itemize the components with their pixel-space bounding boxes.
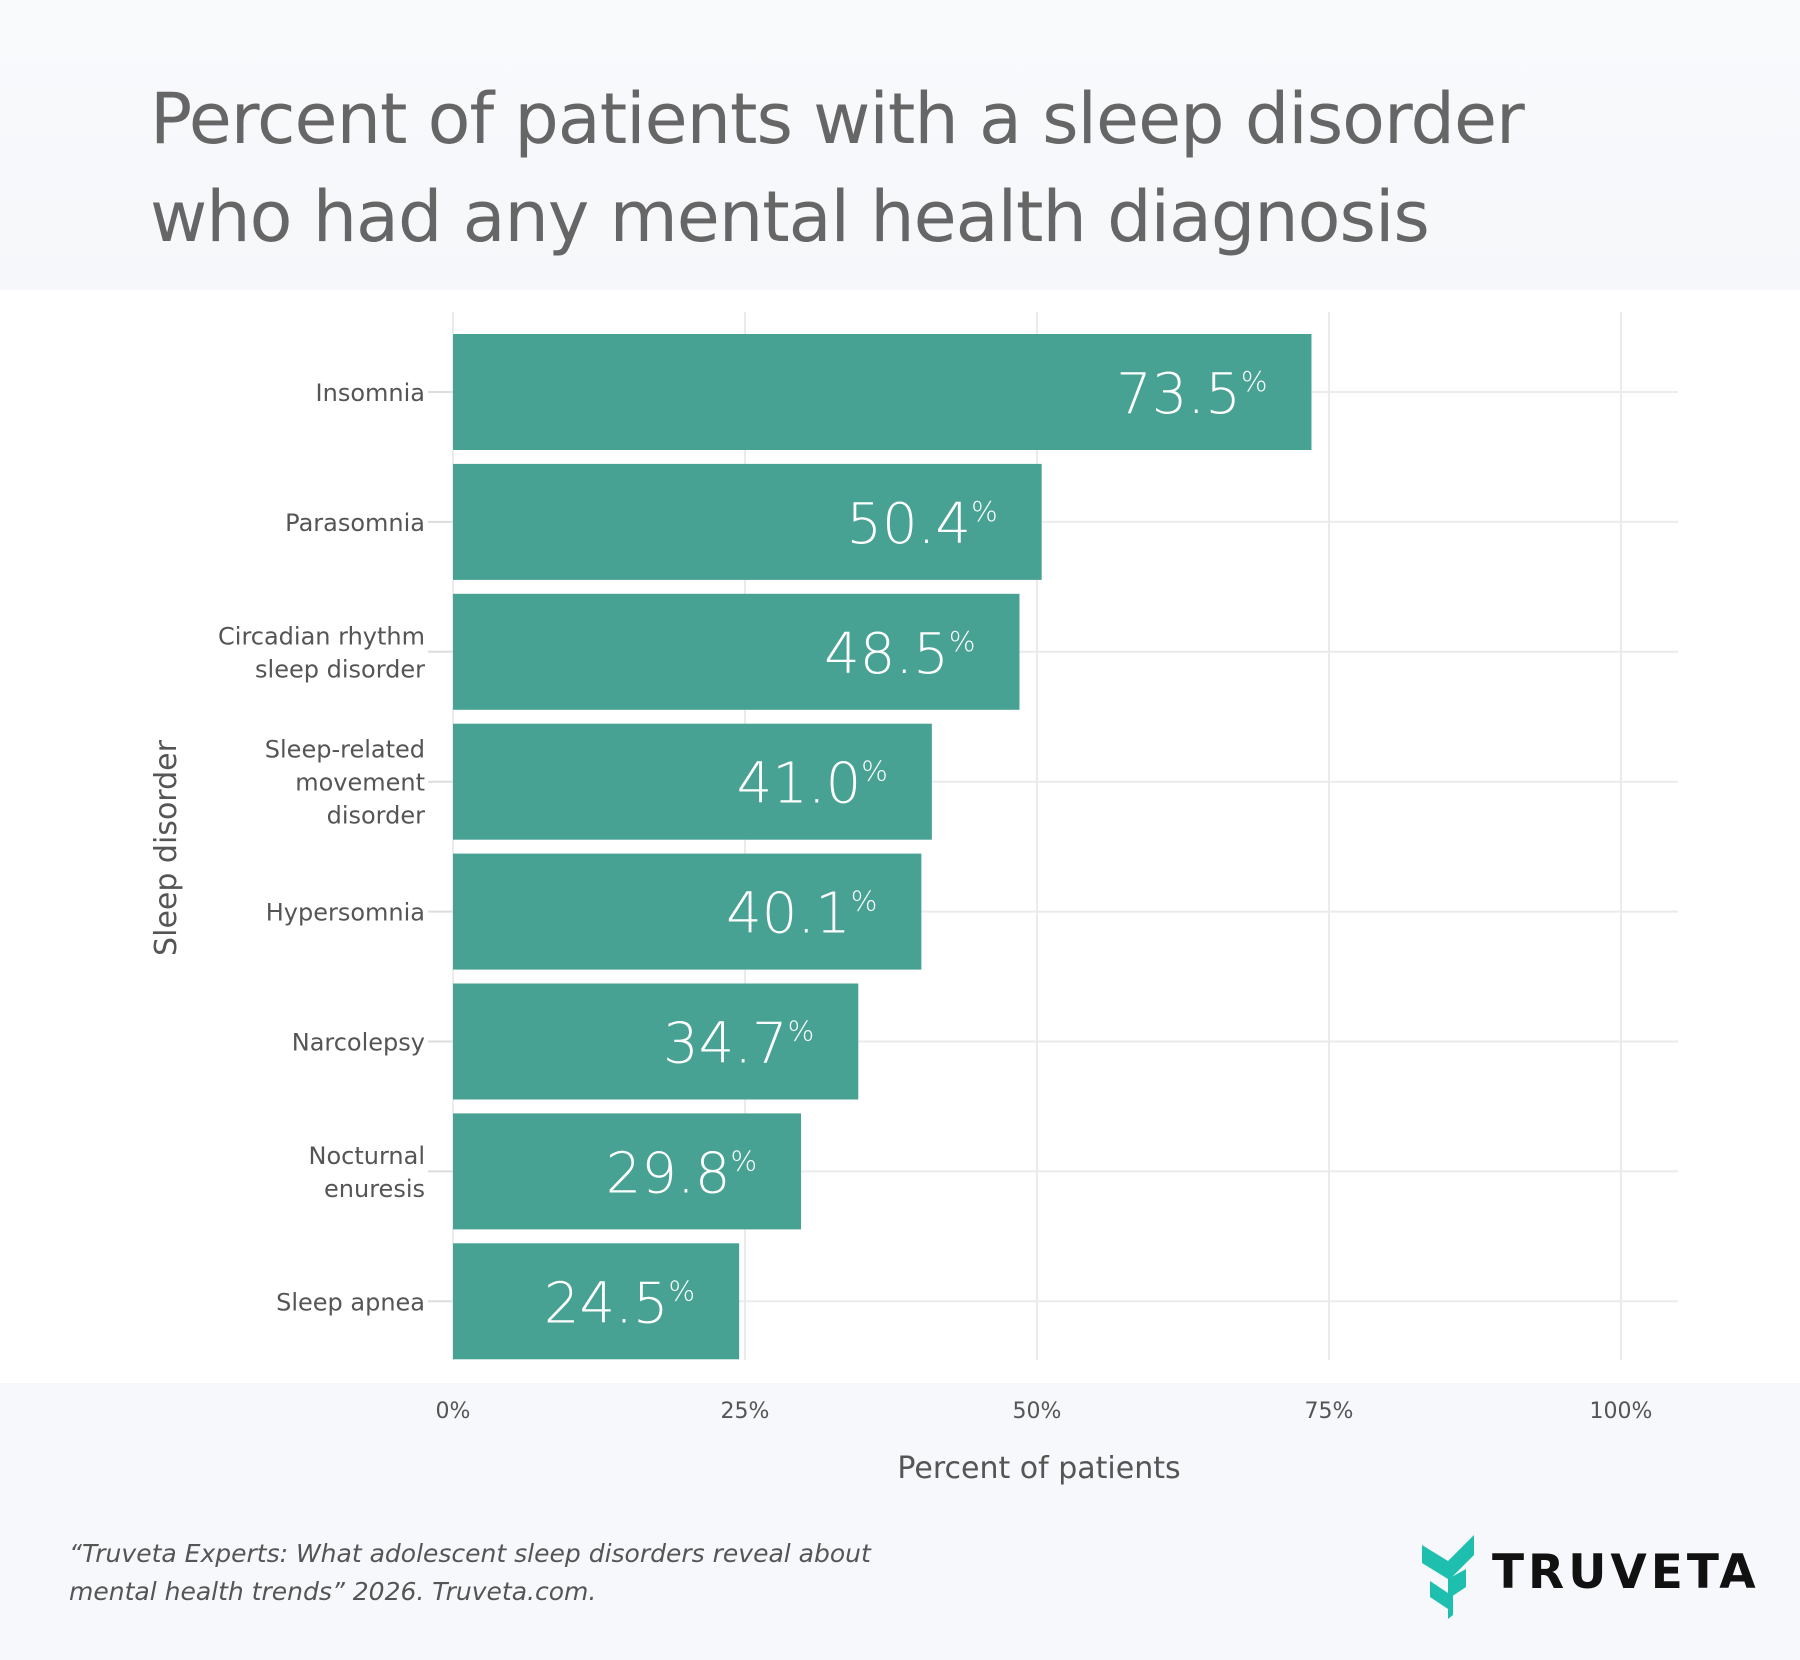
bar: [453, 1243, 740, 1360]
citation-line: “Truveta Experts: What adolescent sleep …: [69, 1539, 871, 1568]
category-label: Circadian rhythm: [218, 622, 425, 650]
chart-title: Percent of patients with a sleep disorde…: [150, 70, 1525, 266]
bar-value-label: 48.5%: [824, 622, 975, 687]
bar: [453, 853, 922, 970]
bar: [453, 983, 859, 1100]
bar-value-label: 40.1%: [726, 882, 877, 947]
bar: [453, 463, 1042, 580]
bar: [453, 1113, 802, 1230]
category-label: Insomnia: [316, 379, 425, 407]
bar-value-label: 73.5%: [1116, 362, 1267, 427]
x-tick-label: 0%: [436, 1399, 471, 1424]
bar-value-label: 34.7%: [663, 1012, 814, 1077]
bar-value-label: 29.8%: [606, 1141, 757, 1206]
category-label: sleep disorder: [255, 655, 425, 683]
category-label: Narcolepsy: [292, 1029, 425, 1057]
x-tick-label: 25%: [721, 1399, 770, 1424]
x-tick-label: 50%: [1013, 1399, 1062, 1424]
category-label: Nocturnal: [309, 1142, 425, 1170]
title-line: Percent of patients with a sleep disorde…: [150, 78, 1525, 160]
title-line: who had any mental health diagnosis: [150, 176, 1430, 258]
category-label: Parasomnia: [285, 509, 425, 537]
bar-value-label: 24.5%: [544, 1271, 695, 1336]
bar-value-label: 50.4%: [846, 492, 997, 557]
category-label: Sleep-related: [265, 736, 425, 764]
y-axis-title: Sleep disorder: [149, 739, 184, 956]
x-tick-label: 100%: [1590, 1399, 1653, 1424]
truveta-logo: TRUVETA: [1420, 1525, 1756, 1625]
bar: [453, 334, 1312, 450]
bar: [453, 723, 932, 840]
x-axis-title: Percent of patients: [897, 1451, 1180, 1486]
citation: “Truveta Experts: What adolescent sleep …: [69, 1535, 871, 1611]
category-label: Sleep apnea: [276, 1288, 425, 1316]
category-label: movement: [295, 769, 425, 797]
x-tick-label: 75%: [1305, 1399, 1354, 1424]
logo-wordmark: TRUVETA: [1492, 1545, 1760, 1600]
header-band: Percent of patients with a sleep disorde…: [0, 0, 1800, 290]
bar: [453, 593, 1020, 710]
category-label: enuresis: [324, 1175, 425, 1203]
truveta-logo-icon: [1422, 1535, 1474, 1619]
citation-line: mental health trends” 2026. Truveta.com.: [69, 1577, 597, 1606]
bar-value-label: 41.0%: [737, 752, 888, 817]
category-label: Hypersomnia: [266, 899, 425, 927]
category-label: disorder: [327, 802, 426, 830]
